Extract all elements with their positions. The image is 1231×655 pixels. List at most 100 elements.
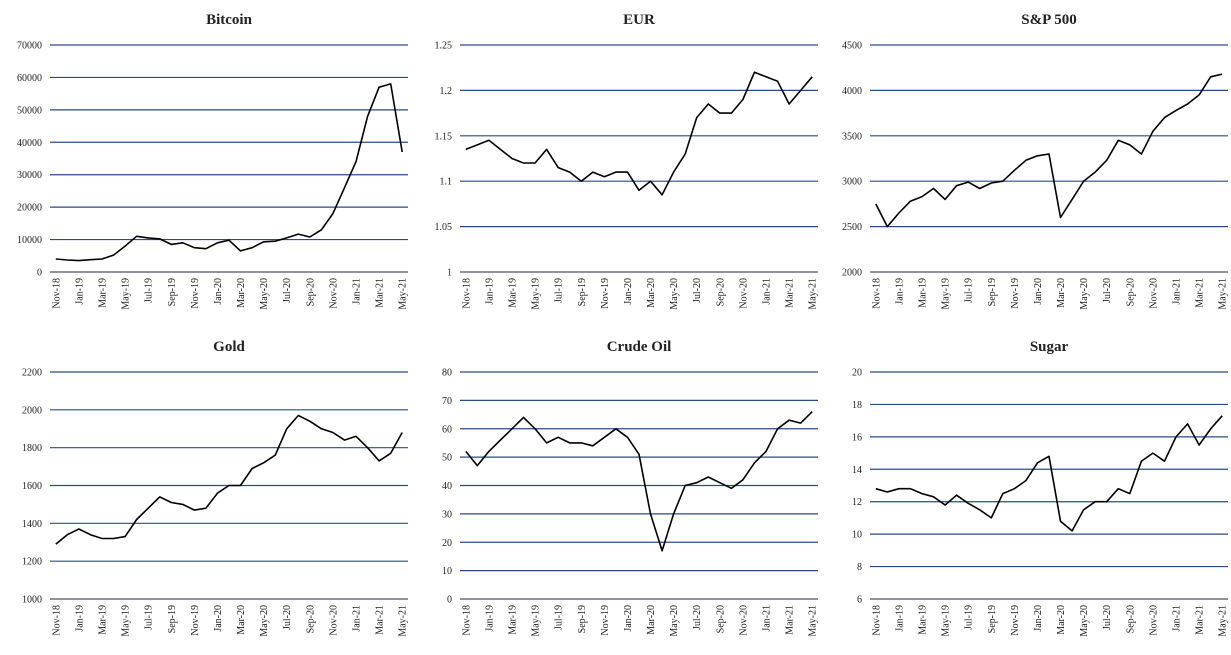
y-tick-label: 18 — [852, 400, 862, 411]
x-tick-label: May-19 — [121, 605, 132, 637]
x-tick-label: Jul-20 — [1102, 278, 1113, 303]
x-tick-label: Mar-19 — [917, 605, 928, 635]
price-line — [55, 414, 403, 545]
chart-title: EUR — [623, 12, 655, 28]
y-tick-label: 10 — [442, 566, 452, 577]
y-tick-label: 0 — [37, 268, 42, 279]
x-tick-label: Jul-19 — [144, 605, 155, 630]
y-tick-label: 2000 — [842, 268, 862, 279]
y-tick-label: 1400 — [22, 519, 42, 530]
x-tick-label: Jul-20 — [692, 278, 703, 303]
y-tick-label: 1 — [447, 268, 452, 279]
price-line — [55, 83, 403, 262]
y-tick-label: 50 — [442, 453, 452, 464]
x-tick-label: Sep-20 — [1125, 278, 1136, 306]
x-tick-label: May-21 — [808, 278, 819, 310]
x-tick-label: Mar-20 — [1056, 278, 1067, 308]
y-tick-label: 10000 — [17, 235, 42, 246]
x-tick-label: Nov-18 — [51, 605, 62, 636]
x-tick-label: Jan-20 — [213, 278, 224, 305]
y-tick-label: 0 — [447, 595, 452, 606]
x-tick-label: Jan-21 — [762, 278, 773, 305]
x-tick-label: Jan-20 — [623, 278, 634, 305]
x-tick-label: Jan-21 — [1172, 278, 1183, 305]
y-tick-label: 20 — [852, 368, 862, 379]
x-tick-label: Mar-21 — [785, 605, 796, 635]
x-tick-label: Jul-19 — [144, 278, 155, 303]
x-tick-label: Mar-19 — [97, 605, 108, 635]
y-tick-label: 14 — [852, 465, 862, 476]
x-tick-label: Sep-19 — [577, 278, 588, 306]
y-tick-label: 1.15 — [435, 131, 453, 142]
price-line — [875, 73, 1223, 228]
x-tick-label: Mar-19 — [507, 278, 518, 308]
x-tick-label: May-21 — [1218, 605, 1229, 637]
y-tick-label: 20000 — [17, 203, 42, 214]
x-tick-label: Nov-20 — [328, 605, 339, 636]
y-tick-label: 3000 — [842, 177, 862, 188]
y-tick-label: 30000 — [17, 170, 42, 181]
x-tick-label: May-19 — [941, 605, 952, 637]
y-tick-label: 12 — [852, 497, 862, 508]
y-tick-label: 2500 — [842, 222, 862, 233]
x-tick-label: Nov-19 — [190, 278, 201, 309]
y-tick-label: 1600 — [22, 481, 42, 492]
x-tick-label: Nov-18 — [871, 605, 882, 636]
chart-title: Crude Oil — [607, 339, 672, 355]
x-tick-label: Mar-20 — [236, 278, 247, 308]
y-tick-label: 70000 — [17, 41, 42, 52]
x-tick-label: May-19 — [531, 278, 542, 310]
x-tick-label: Jan-19 — [894, 278, 905, 305]
x-tick-label: Sep-20 — [715, 278, 726, 306]
x-tick-label: May-21 — [398, 278, 409, 310]
y-tick-label: 50000 — [17, 105, 42, 116]
x-tick-label: Jul-20 — [282, 605, 293, 630]
x-tick-label: Nov-20 — [738, 605, 749, 636]
x-tick-label: Jan-19 — [484, 278, 495, 305]
x-tick-label: May-20 — [259, 278, 270, 310]
x-tick-label: Nov-19 — [190, 605, 201, 636]
x-tick-label: Mar-21 — [1195, 278, 1206, 308]
y-tick-label: 1000 — [22, 595, 42, 606]
y-tick-label: 2000 — [22, 405, 42, 416]
y-tick-label: 30 — [442, 509, 452, 520]
x-tick-label: Jan-20 — [623, 605, 634, 632]
y-tick-label: 3500 — [842, 131, 862, 142]
x-tick-label: Mar-20 — [646, 278, 657, 308]
x-tick-label: May-20 — [259, 605, 270, 637]
y-tick-label: 16 — [852, 432, 862, 443]
x-tick-label: Jan-19 — [894, 605, 905, 632]
x-tick-label: Jan-19 — [74, 605, 85, 632]
x-tick-label: May-20 — [1079, 605, 1090, 637]
x-tick-label: May-20 — [669, 605, 680, 637]
x-tick-label: Nov-18 — [461, 278, 472, 309]
y-tick-label: 60000 — [17, 73, 42, 84]
x-tick-label: Nov-18 — [871, 278, 882, 309]
y-tick-label: 1.2 — [440, 86, 453, 97]
x-tick-label: Jan-21 — [352, 278, 363, 305]
y-tick-label: 1200 — [22, 557, 42, 568]
chart-title: Sugar — [1030, 339, 1069, 355]
y-tick-label: 70 — [442, 396, 452, 407]
y-tick-label: 40 — [442, 481, 452, 492]
x-tick-label: May-19 — [531, 605, 542, 637]
x-tick-label: Jul-19 — [554, 605, 565, 630]
y-tick-label: 60 — [442, 424, 452, 435]
x-tick-label: Jul-19 — [964, 605, 975, 630]
x-tick-label: Jul-19 — [554, 278, 565, 303]
y-tick-label: 1800 — [22, 443, 42, 454]
x-tick-label: Sep-20 — [1125, 605, 1136, 633]
x-tick-label: Mar-20 — [1056, 605, 1067, 635]
x-tick-label: May-19 — [121, 278, 132, 310]
x-tick-label: May-21 — [398, 605, 409, 637]
x-tick-label: May-19 — [941, 278, 952, 310]
y-tick-label: 1.05 — [435, 222, 453, 233]
x-tick-label: Sep-19 — [167, 278, 178, 306]
y-tick-label: 8 — [857, 562, 862, 573]
y-tick-label: 2200 — [22, 368, 42, 379]
y-tick-label: 40000 — [17, 138, 42, 149]
x-tick-label: Jul-20 — [692, 605, 703, 630]
x-tick-label: Jan-20 — [213, 605, 224, 632]
x-tick-label: Sep-20 — [305, 605, 316, 633]
x-tick-label: Mar-19 — [97, 278, 108, 308]
